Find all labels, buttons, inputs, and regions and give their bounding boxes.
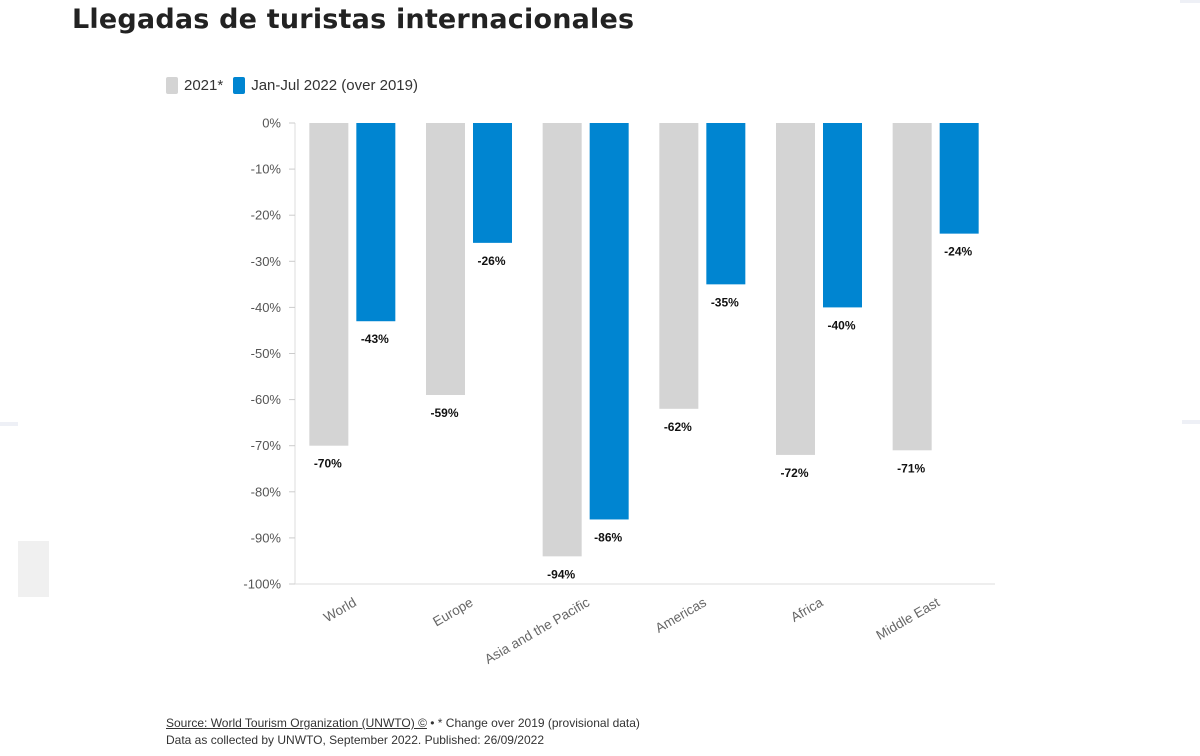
y-tick-label: -100% xyxy=(243,577,281,592)
y-tick-label: -20% xyxy=(251,208,282,223)
legend-item-2021[interactable]: 2021* xyxy=(166,77,223,94)
legend-label-2021: 2021* xyxy=(184,77,224,94)
y-tick-label: -30% xyxy=(251,254,282,269)
y-tick-label: -40% xyxy=(251,300,282,315)
legend-swatch-2022 xyxy=(233,77,246,94)
data-label-americas-2021: -62% xyxy=(664,420,692,434)
data-label-americas-2022: -35% xyxy=(711,295,739,309)
bar-africa-2021[interactable] xyxy=(776,123,815,455)
y-tick-label: -50% xyxy=(251,346,282,361)
y-tick-label: -70% xyxy=(251,438,282,453)
bar-africa-2022[interactable] xyxy=(823,123,862,308)
edge-decoration-right xyxy=(1182,420,1200,424)
x-category-label-europe: Europe xyxy=(430,595,475,630)
footer: Source: World Tourism Organization (UNWT… xyxy=(166,715,640,749)
legend: 2021* Jan-Jul 2022 (over 2019) xyxy=(166,77,428,94)
bar-world-2022[interactable] xyxy=(356,123,396,322)
bar-world-2021[interactable] xyxy=(309,123,349,446)
data-label-africa-2021: -72% xyxy=(780,466,808,480)
data-label-world-2022: -43% xyxy=(361,332,389,346)
y-tick-label: -60% xyxy=(251,392,282,407)
bar-europe-2022[interactable] xyxy=(473,123,512,243)
side-panel-decoration xyxy=(18,541,49,597)
bar-americas-2021[interactable] xyxy=(659,123,699,409)
source-line: Source: World Tourism Organization (UNWT… xyxy=(166,715,640,732)
legend-item-2022[interactable]: Jan-Jul 2022 (over 2019) xyxy=(233,77,418,94)
legend-label-2022: Jan-Jul 2022 (over 2019) xyxy=(251,77,418,94)
x-category-label-world: World xyxy=(321,595,359,625)
source-link[interactable]: Source: World Tourism Organization (UNWT… xyxy=(166,716,427,730)
data-label-middle-east-2022: -24% xyxy=(944,245,972,259)
bar-asia-and-the-pacific-2022[interactable] xyxy=(589,123,629,520)
x-category-label-middle-east: Middle East xyxy=(874,594,943,642)
y-tick-label: -80% xyxy=(251,484,282,499)
bar-americas-2022[interactable] xyxy=(706,123,746,285)
x-category-label-americas: Americas xyxy=(653,594,709,635)
bar-chart: 0% -10% -20% -30% -40% -50% -60% -70% -80% -90% -1… xyxy=(243,116,995,667)
data-label-africa-2022: -40% xyxy=(827,318,855,332)
bar-asia-and-the-pacific-2021[interactable] xyxy=(542,123,582,557)
edge-decoration-top xyxy=(1180,0,1200,3)
data-label-europe-2021: -59% xyxy=(430,406,458,420)
source-note: • * Change over 2019 (provisional data) xyxy=(426,716,640,730)
y-tick-label: -10% xyxy=(251,162,282,177)
bar-europe-2021[interactable] xyxy=(426,123,465,395)
legend-swatch-2021 xyxy=(166,77,178,94)
chart-title: Llegadas de turistas internacionales xyxy=(72,4,635,35)
data-label-europe-2022: -26% xyxy=(477,254,505,268)
data-label-asia-and-the-pacific-2022: -86% xyxy=(594,530,622,544)
data-label-asia-and-the-pacific-2021: -94% xyxy=(547,567,575,581)
bar-middle-east-2021[interactable] xyxy=(892,123,932,451)
data-label-middle-east-2021: -71% xyxy=(897,461,925,475)
x-category-label-asia-and-the-pacific: Asia and the Pacific xyxy=(482,594,592,666)
y-tick-label: 0% xyxy=(262,116,281,131)
bar-middle-east-2022[interactable] xyxy=(939,123,979,234)
data-label-world-2021: -70% xyxy=(314,457,342,471)
edge-decoration-left xyxy=(0,422,18,426)
y-tick-label: -90% xyxy=(251,530,282,545)
x-category-label-africa: Africa xyxy=(788,594,826,624)
collected-note: Data as collected by UNWTO, September 20… xyxy=(166,733,544,747)
